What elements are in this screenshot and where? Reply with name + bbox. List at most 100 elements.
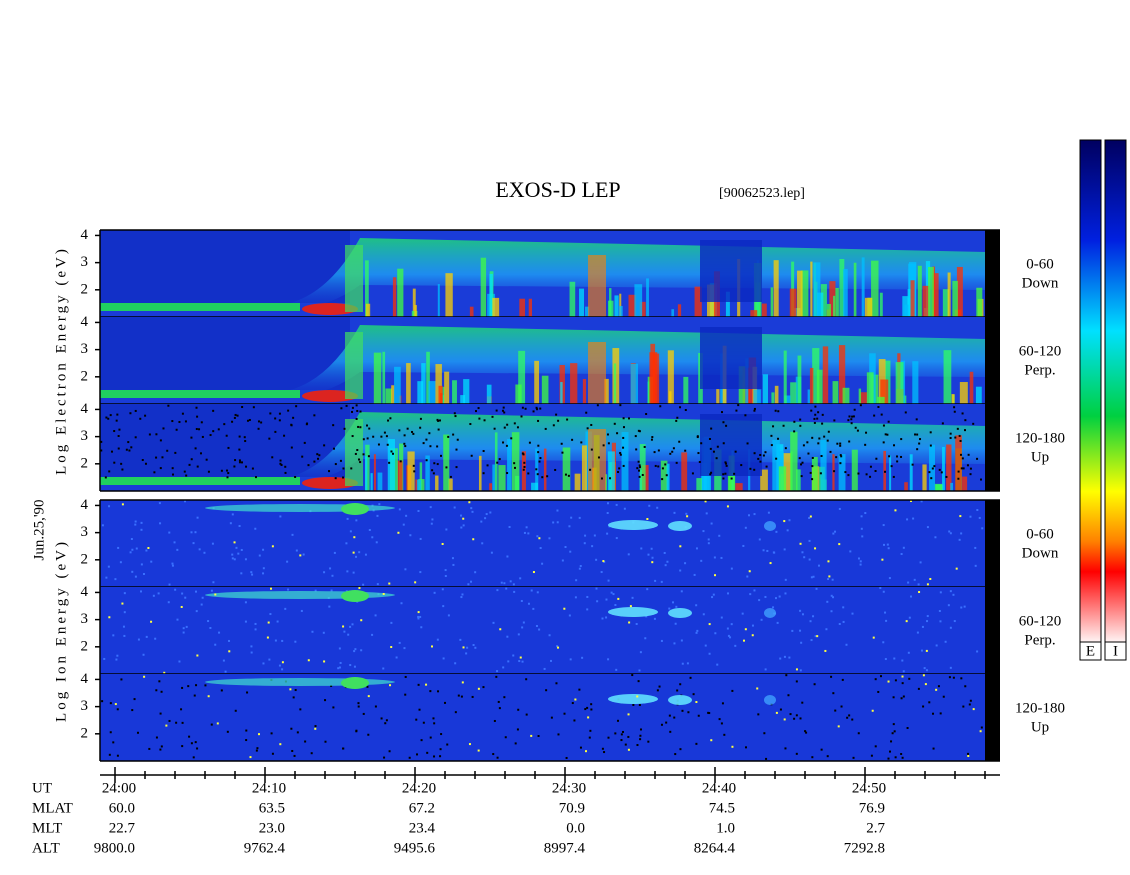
speckle [367,455,370,458]
speckle [135,547,138,550]
speckle [299,708,302,711]
speckle [607,736,610,739]
speckle [223,423,226,426]
speckle [900,455,903,458]
speckle [271,456,274,459]
speckle [455,466,458,469]
speckle [150,620,153,623]
speckle [593,534,596,537]
speckle [426,751,429,754]
speckle [292,416,295,419]
speckle [385,719,388,722]
speckle [447,614,450,617]
panel-direction: Perp. [1024,362,1055,378]
speckle [397,531,400,534]
speckle [502,441,505,444]
speckle [234,413,237,416]
spectrogram-feature [478,455,482,491]
speckle [508,526,511,529]
speckle [586,595,589,598]
speckle [141,459,144,462]
speckle [926,615,929,618]
speckle [210,723,213,726]
speckle [668,607,671,610]
spectrogram-feature [832,454,835,491]
y-tick-label: 4 [81,314,89,330]
speckle [917,583,920,586]
speckle [495,409,498,412]
speckle [517,708,520,711]
speckle [521,626,524,629]
spectrogram-feature [822,346,829,404]
speckle [759,453,762,456]
speckle [520,415,523,418]
speckle [430,645,433,648]
speckle [291,533,294,536]
spectrogram-feature [917,265,922,317]
speckle [302,553,305,556]
speckle [360,649,363,652]
speckle [506,635,509,638]
spectrogram-feature [778,466,787,491]
speckle [960,677,963,680]
speckle [374,614,377,617]
date-label: Jun.25,'90 [31,499,47,560]
speckle [844,471,847,474]
spectrogram-feature [764,608,776,618]
speckle [460,596,463,599]
speckle [404,568,407,571]
spectrogram-feature [677,304,682,317]
speckle [536,535,539,538]
speckle [721,702,724,705]
speckle [181,412,184,415]
speckle [343,630,346,633]
speckle [869,475,872,478]
speckle [355,555,358,558]
speckle [109,702,112,705]
speckle [278,412,281,415]
speckle [527,472,530,475]
speckle [601,617,604,620]
speckle [830,675,833,678]
speckle [314,725,317,728]
speckle [212,430,215,433]
speckle [192,756,195,759]
speckle [203,551,206,554]
speckle [158,502,161,505]
ephemeris-value: 7292.8 [844,840,885,856]
speckle [709,473,712,476]
speckle [249,756,252,759]
speckle [398,508,401,511]
speckle [244,601,247,604]
speckle [496,670,499,673]
speckle [623,507,626,510]
speckle [972,422,975,425]
speckle [714,574,717,577]
spectrogram-feature [519,298,526,317]
speckle [454,711,457,714]
speckle [209,626,212,629]
speckle [195,684,198,687]
speckle [201,596,204,599]
speckle [439,748,442,751]
speckle [262,572,265,575]
speckle [376,583,379,586]
ephemeris-name: ALT [32,840,60,856]
speckle [294,689,297,692]
speckle [882,524,885,527]
speckle [520,599,523,602]
speckle [281,668,284,671]
speckle [258,554,261,557]
speckle [406,427,409,430]
speckle [244,440,247,443]
blank-strip [985,500,1000,761]
spectrogram-feature [100,303,300,311]
spectrogram-feature [581,445,587,491]
speckle [740,464,743,467]
speckle [707,711,710,714]
speckle [161,456,164,459]
speckle [398,429,401,432]
spectrogram-feature [773,260,779,317]
speckle [142,572,145,575]
